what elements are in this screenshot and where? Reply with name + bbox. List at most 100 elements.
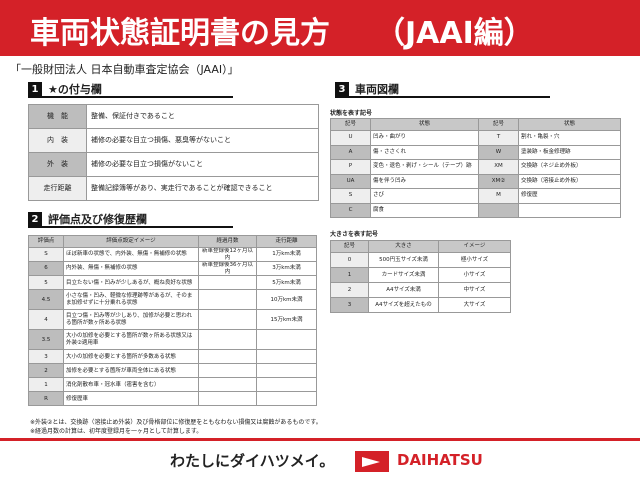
table-cell: T	[478, 130, 519, 146]
table-row: S さび M 修復歴	[330, 188, 621, 204]
table-cell	[198, 275, 257, 291]
table-cell: 5	[28, 275, 64, 291]
table-row: C 腐食	[330, 202, 621, 218]
table-cell: 2	[330, 282, 369, 298]
table-cell: 修復歴車	[63, 391, 199, 407]
table-cell	[478, 202, 519, 218]
table-row: A 傷・ささくれ W 塗装跡・板金修理跡	[330, 144, 621, 160]
table-row: 4 目立つ傷・凹み等が少しあり、加修が必要と思われる箇所が数ヶ所ある状態 15万km…	[28, 309, 317, 331]
table-cell: UA	[330, 173, 371, 189]
table-cell: 補修の必要な目立つ損傷がないこと	[86, 152, 319, 177]
table-cell: 500円玉サイズ未満	[368, 252, 439, 268]
section-number: 3	[335, 82, 349, 96]
header-row: 記号 状態 記号 状態	[330, 118, 621, 131]
table-cell: 割れ・亀裂・穴	[518, 130, 621, 146]
table-cell	[256, 349, 317, 365]
column-header: 経過月数	[198, 235, 257, 248]
table-cell: 変色・退色・剥げ・シール（テープ）跡	[370, 159, 479, 175]
table-cell: 6	[28, 261, 64, 277]
column-header: 大きさ	[368, 240, 439, 253]
table-cell: 修復歴	[518, 188, 621, 204]
table-cell	[198, 349, 257, 365]
column-header: 走行距離	[256, 235, 317, 248]
section-number: 1	[28, 82, 42, 96]
column-header: 評価点	[28, 235, 64, 248]
table-cell: 大小の加修を必要とする箇所が数ヶ所ある状態又は外装②適用車	[63, 329, 199, 351]
section3-heading: 3 車両図欄	[335, 82, 550, 98]
table-cell: 3.5	[28, 329, 64, 351]
section-number: 2	[28, 212, 42, 226]
section-title: ★の付与欄	[48, 83, 102, 96]
brand-name: DAIHATSU	[397, 451, 483, 469]
table-cell: C	[330, 202, 371, 218]
table-cell: 4.5	[28, 289, 64, 311]
table-row: 3.5 大小の加修を必要とする箇所が数ヶ所ある状態又は外装②適用車	[28, 329, 317, 351]
column-header: 記号	[330, 118, 371, 131]
table-row: 3 A4サイズを超えたもの 大サイズ	[330, 297, 511, 313]
table-cell: XM②	[478, 173, 519, 189]
state-label: 状態を表す記号	[330, 110, 373, 117]
table-cell	[198, 363, 257, 379]
section1-heading: 1 ★の付与欄	[28, 82, 233, 98]
table-row: 5 目立たない傷・凹みが少しあるが、概ね良好な状態 5万km未満	[28, 275, 317, 291]
table-row: 4.5 小さな傷・凹み、軽微な修理跡等があるが、そのまま加修せずに十分乗れる状態 1…	[28, 289, 317, 311]
header-row: 記号 大きさ イメージ	[330, 240, 511, 253]
table-cell: 腐食	[370, 202, 479, 218]
table-row: S ほぼ新車の状態で、内外装、無傷・無補修の状態 新車登録後12ヶ月以内 1万km未満	[28, 246, 317, 263]
table-cell: 3	[28, 349, 64, 365]
table-cell: 5万km未満	[256, 275, 317, 291]
table-cell: 1万km未満	[256, 246, 317, 263]
size-table: 記号 大きさ イメージ 0 500円玉サイズ未満 極小サイズ 1 カードサイズ未満 小サイズ 2 A…	[330, 240, 511, 313]
table-cell	[256, 391, 317, 407]
state-table: 記号 状態 記号 状態 U 凹み・曲がり T 割れ・亀裂・穴 A 傷・ささくれ W 塗装跡・板金修理跡…	[330, 118, 621, 218]
table-cell: 内 装	[28, 128, 87, 153]
subtitle: 「一般財団法人 日本自動車査定協会（JAAI）」	[10, 63, 239, 76]
table-cell: 小さな傷・凹み、軽微な修理跡等があるが、そのまま加修せずに十分乗れる状態	[63, 289, 199, 311]
table-row: 2 加修を必要とする箇所が車両全体にある状態	[28, 363, 317, 379]
table-row: 1 消化剤散布車・冠水車（雹害を含む）	[28, 377, 317, 393]
table-cell: 1	[28, 377, 64, 393]
table-cell: S	[28, 246, 64, 263]
table-cell	[256, 377, 317, 393]
page-title: 車両状態証明書の見方 （JAAI編）	[0, 0, 640, 56]
table-cell	[198, 289, 257, 311]
note: ※外装②とは、交換跡（溶接止め外装）及び骨格部位に修復歴をともなわない損傷又は腐…	[30, 419, 322, 426]
size-label: 大きさを表す記号	[330, 231, 379, 238]
table-row: P 変色・退色・剥げ・シール（テープ）跡 XM 交換跡（ネジ止め外板）	[330, 159, 621, 175]
table-cell: 1	[330, 267, 369, 283]
table-cell: 0	[330, 252, 369, 268]
table-cell: A	[330, 144, 371, 160]
table-cell: R	[28, 391, 64, 407]
table-cell: ほぼ新車の状態で、内外装、無傷・無補修の状態	[63, 246, 199, 263]
table-cell: さび	[370, 188, 479, 204]
table-row: 1 カードサイズ未満 小サイズ	[330, 267, 511, 283]
table-row: 2 A4サイズ未満 中サイズ	[330, 282, 511, 298]
table-cell: 新車登録後12ヶ月以内	[198, 246, 257, 263]
divider	[0, 438, 640, 441]
table-cell: 10万km未満	[256, 289, 317, 311]
table-cell	[256, 363, 317, 379]
table-cell: 塗装跡・板金修理跡	[518, 144, 621, 160]
table-cell: 交換跡（ネジ止め外板）	[518, 159, 621, 175]
table-cell: 新車登録後36ヶ月以内	[198, 261, 257, 277]
table-cell: 目立つ傷・凹み等が少しあり、加修が必要と思われる箇所が数ヶ所ある状態	[63, 309, 199, 331]
table-row: 機 能整備、保証付きであること	[28, 104, 319, 129]
table-row: UA 傷を伴う凹み XM② 交換跡（溶接止め外板）	[330, 173, 621, 189]
star-table: 機 能整備、保証付きであること内 装補修の必要な目立つ損傷、悪臭等がないこと外 …	[28, 104, 319, 201]
section2-heading: 2 評価点及び修復歴欄	[28, 212, 233, 228]
table-cell: 整備、保証付きであること	[86, 104, 319, 129]
column-header: イメージ	[438, 240, 511, 253]
table-cell: 傷を伴う凹み	[370, 173, 479, 189]
table-row: 0 500円玉サイズ未満 極小サイズ	[330, 252, 511, 268]
header-row: 評価点 評価点設定イメージ 経過月数 走行距離	[28, 235, 317, 248]
table-cell: 大サイズ	[438, 297, 511, 313]
table-cell: 2	[28, 363, 64, 379]
table-cell: 大小の加修を必要とする箇所が多数ある状態	[63, 349, 199, 365]
table-row: 外 装補修の必要な目立つ損傷がないこと	[28, 152, 319, 177]
table-cell: 交換跡（溶接止め外板）	[518, 173, 621, 189]
slogan: わたしにダイハツメイ。	[170, 452, 335, 470]
table-cell	[198, 329, 257, 351]
table-cell: 内外装、無傷・無補修の状態	[63, 261, 199, 277]
table-cell	[518, 202, 621, 218]
table-cell: 3万km未満	[256, 261, 317, 277]
